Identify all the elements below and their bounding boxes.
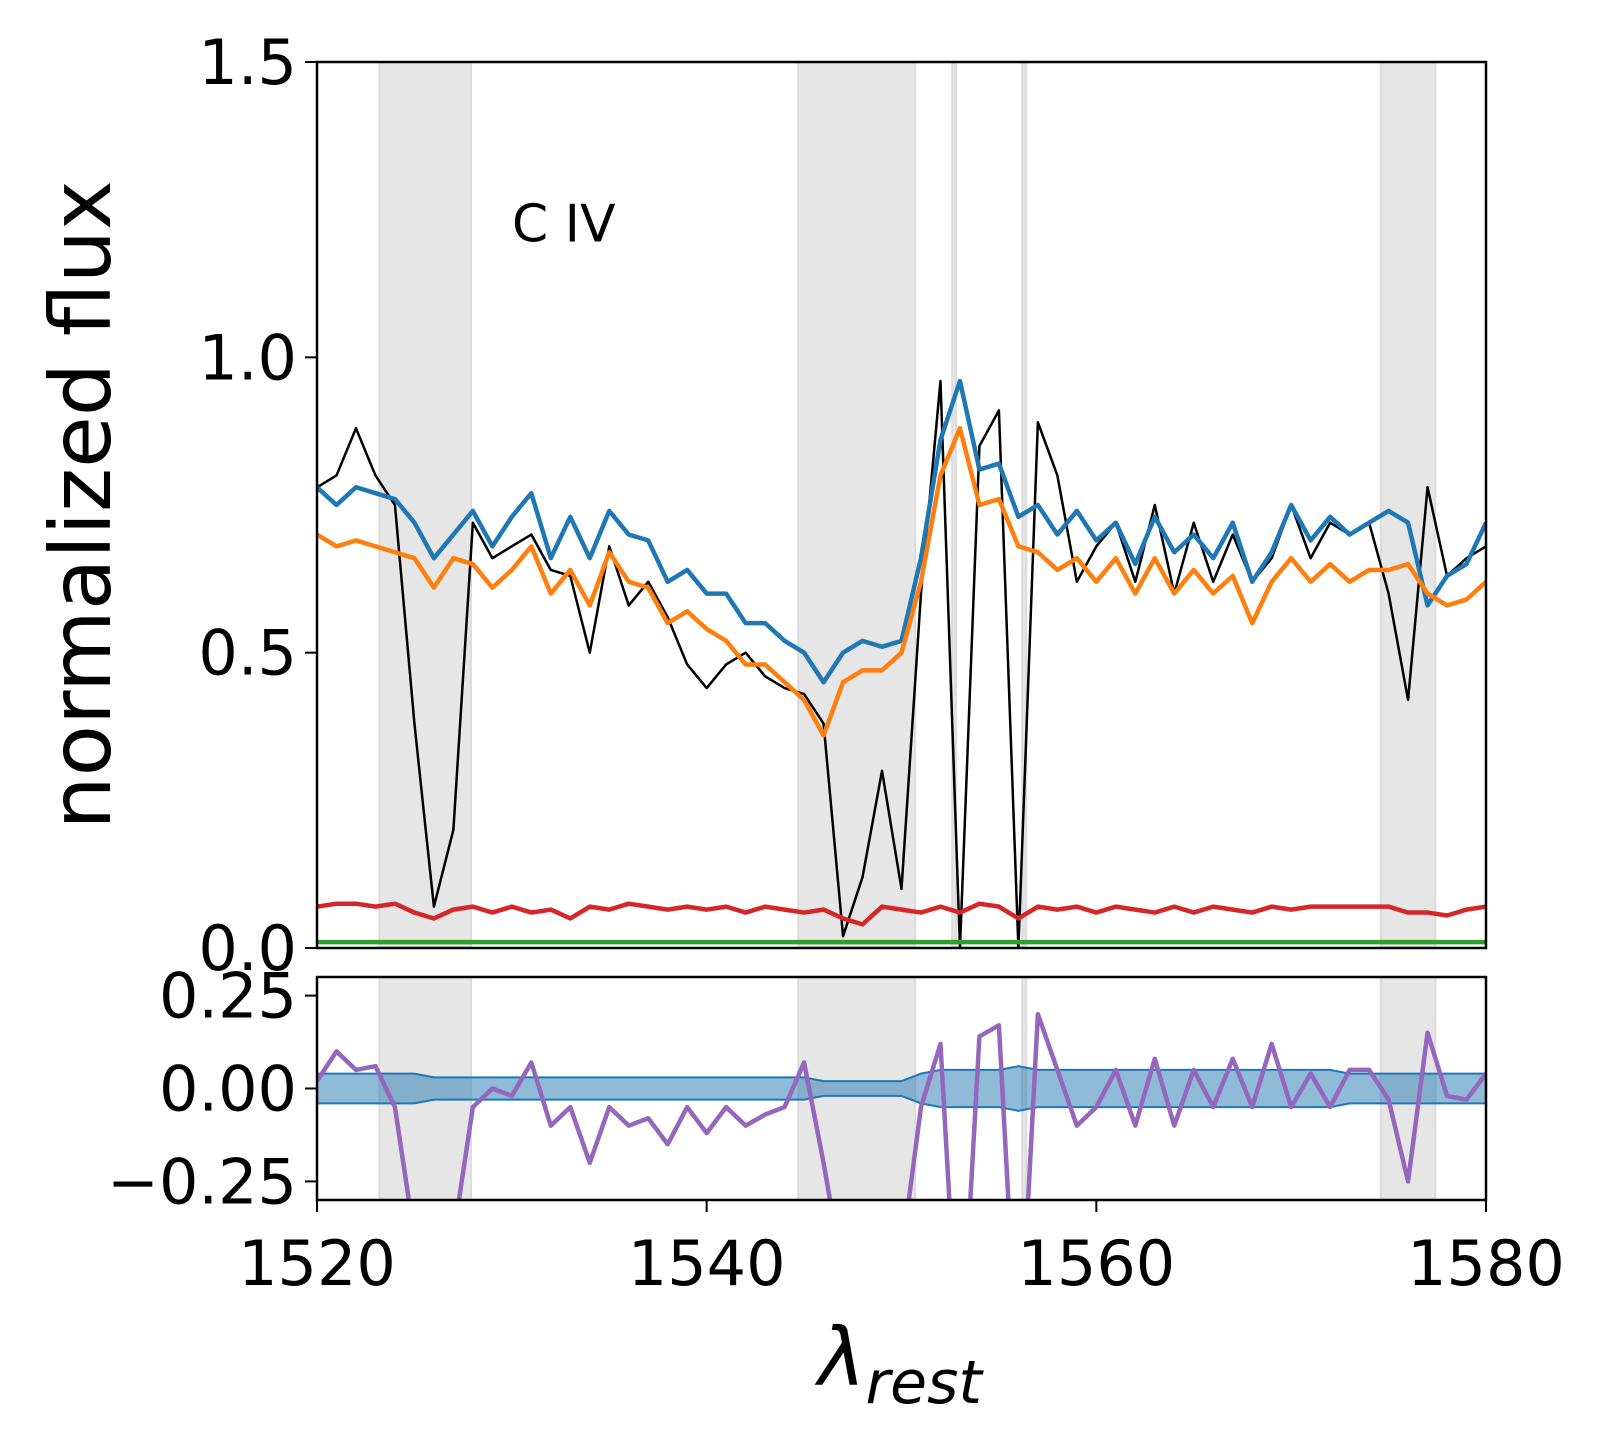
shaded-region — [1021, 62, 1028, 948]
y-tick-label: 1.5 — [198, 26, 297, 99]
annotation: C IV — [512, 194, 616, 254]
y-tick-label: 0.25 — [159, 960, 297, 1033]
x-label-subscript: rest — [865, 1348, 984, 1418]
x-tick-label: 1560 — [1017, 1227, 1175, 1300]
y-tick-label: 1.0 — [198, 321, 297, 394]
series-line — [317, 378, 1486, 685]
axes-frame — [315, 975, 1488, 1202]
y-tick-label: −0.25 — [107, 1145, 297, 1218]
series-line — [317, 425, 1486, 738]
x-label-symbol: λ — [814, 1311, 865, 1404]
plot-area — [317, 62, 1486, 948]
shaded-region — [797, 62, 917, 948]
y-tick-label: 0.0 — [198, 912, 297, 985]
x-tick-label: 1580 — [1407, 1227, 1565, 1300]
series-line — [317, 901, 1486, 927]
y-tick-label: 0.00 — [159, 1053, 297, 1126]
axes-frame — [315, 60, 1488, 950]
x-axis-label: λrest — [814, 1311, 984, 1418]
plot-area — [317, 977, 1486, 1200]
y-axis-label: normalized flux — [32, 180, 130, 829]
y-tick-label: 0.5 — [198, 617, 297, 690]
error-band — [317, 1065, 1486, 1112]
series-line — [317, 1011, 1486, 1200]
x-tick-label: 1520 — [238, 1227, 396, 1300]
shaded-region — [951, 62, 958, 948]
x-tick-label: 1540 — [628, 1227, 786, 1300]
